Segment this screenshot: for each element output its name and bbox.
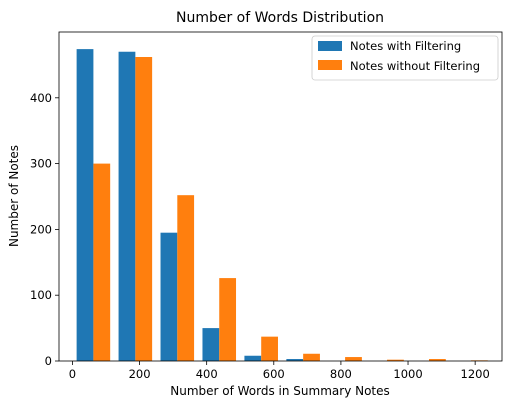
chart-title: Number of Words Distribution	[176, 10, 384, 26]
x-axis-label: Number of Words in Summary Notes	[170, 384, 390, 398]
x-tick-label: 1200	[461, 367, 490, 381]
x-tick-label: 400	[196, 367, 218, 381]
y-tick-label: 400	[30, 91, 52, 105]
bar-series-0-bin-3	[202, 328, 220, 361]
y-tick-label: 0	[45, 354, 52, 368]
y-tick-label: 100	[30, 288, 52, 302]
y-axis: 0 100 200 300 400	[30, 91, 59, 368]
plot-frame	[58, 31, 503, 362]
x-tick-label: 1000	[393, 367, 422, 381]
bar-series-1-bin-6	[345, 357, 362, 361]
bar-series-1-bin-8	[429, 359, 446, 361]
bar-series-1-bin-3	[219, 278, 237, 361]
bar-series-0-bin-1	[118, 51, 136, 362]
y-tick-label: 300	[30, 157, 52, 171]
legend: Notes with Filtering Notes without Filte…	[311, 35, 499, 81]
bar-series-1-bin-2	[177, 195, 195, 361]
legend-label-with-filtering: Notes with Filtering	[350, 39, 461, 53]
legend-swatch-without-filtering	[318, 60, 342, 70]
legend-box	[311, 35, 499, 81]
bar-series-1-bin-1	[135, 57, 153, 361]
x-tick-label: 800	[330, 367, 352, 381]
bar-series-0-bin-4	[244, 355, 262, 361]
bar-series-1-bin-0	[93, 163, 111, 361]
x-tick-label: 200	[129, 367, 151, 381]
bar-series-0-bin-2	[160, 232, 178, 361]
bar-series-1-bin-7	[387, 359, 404, 361]
y-axis-label: Number of Notes	[7, 145, 21, 247]
bar-series-0-bin-0	[76, 49, 94, 362]
bars-group	[76, 49, 488, 362]
x-tick-label: 600	[263, 367, 285, 381]
bar-series-1-bin-4	[261, 336, 278, 361]
bar-series-0-bin-5	[286, 359, 304, 361]
y-tick-label: 200	[30, 222, 52, 236]
x-axis: 0 200 400 600 800 1000 1200	[69, 361, 490, 381]
bar-series-1-bin-5	[303, 353, 320, 361]
x-tick-label: 0	[69, 367, 76, 381]
legend-label-without-filtering: Notes without Filtering	[350, 59, 480, 73]
legend-swatch-with-filtering	[318, 41, 342, 51]
